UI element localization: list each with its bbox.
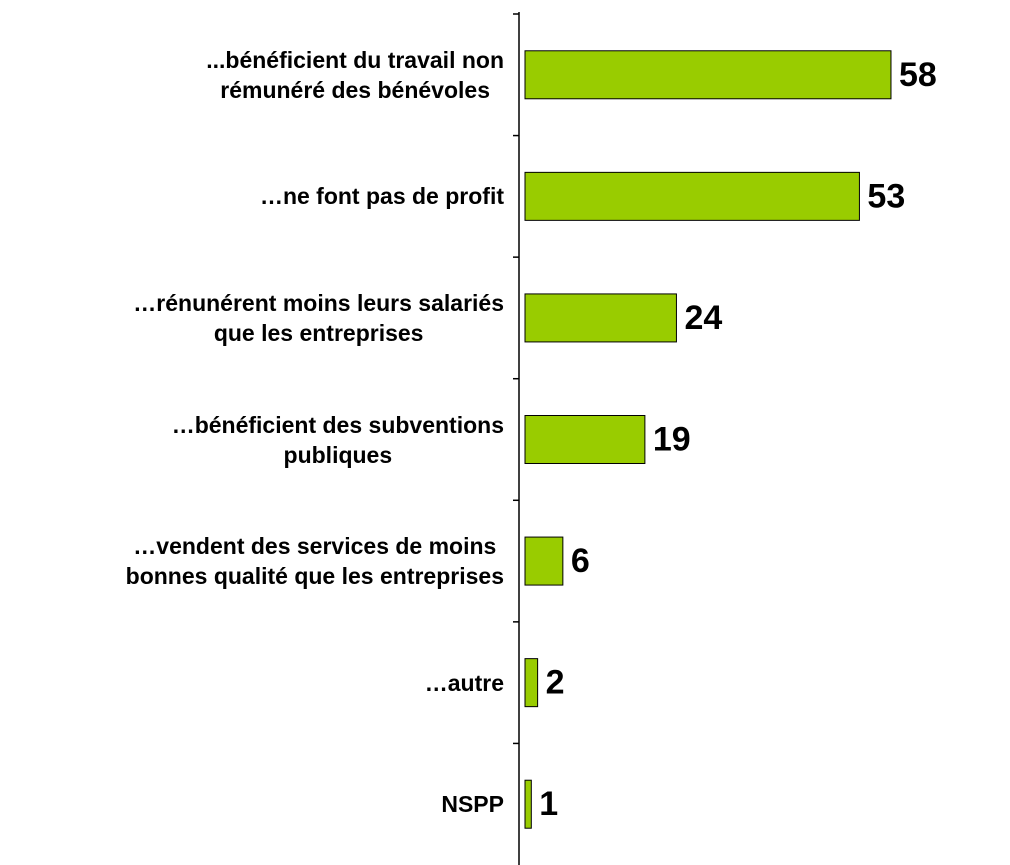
bar: [524, 779, 532, 829]
value-label: 53: [867, 177, 905, 215]
category-label: …autre: [424, 669, 504, 696]
category-label: …ne font pas de profit: [259, 183, 504, 210]
category-label: NSPP: [441, 791, 504, 818]
category-label: ...bénéficient du travail non rémunéré d…: [206, 46, 504, 103]
value-label: 6: [571, 542, 590, 580]
bar: [524, 536, 564, 586]
category-label: …vendent des services de moins bonnes qu…: [125, 533, 504, 590]
bar: [524, 50, 892, 100]
category-label: …rénunérent moins leurs salariés que les…: [133, 289, 504, 346]
value-label: 24: [684, 299, 722, 337]
category-label: …bénéficient des subventions publiques: [171, 411, 504, 468]
value-label: 58: [899, 56, 937, 94]
bar: [524, 658, 539, 708]
value-label: 1: [539, 785, 558, 823]
value-label: 2: [546, 664, 565, 702]
bar: [524, 415, 646, 464]
bar: [524, 171, 860, 221]
value-label: 19: [653, 420, 691, 458]
bar: [524, 293, 677, 343]
